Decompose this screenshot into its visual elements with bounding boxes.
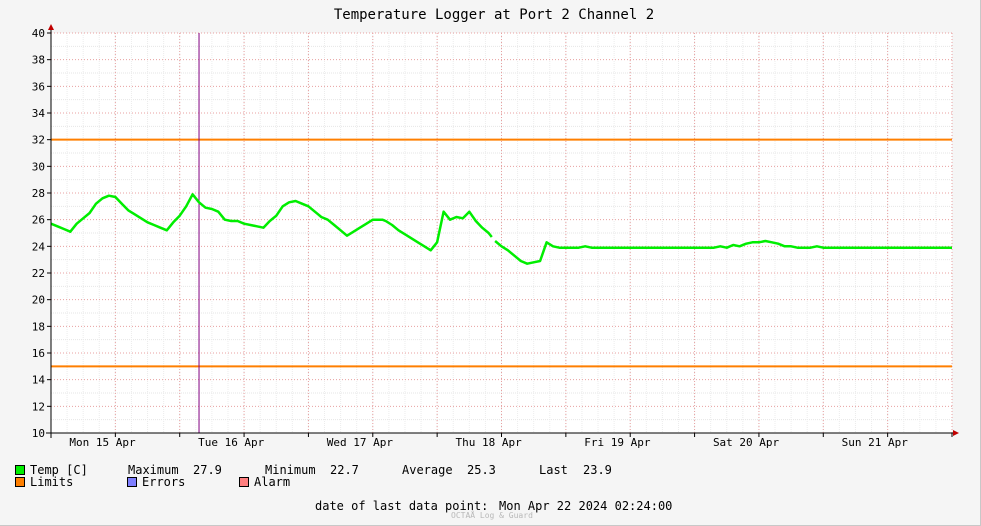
x-tick-label: Thu 18 Apr	[456, 436, 523, 449]
y-tick-label: 20	[32, 294, 45, 307]
y-axis-arrow	[48, 24, 54, 30]
y-tick-label: 14	[32, 374, 46, 387]
alarm-legend-swatch	[239, 477, 249, 487]
last-data-point-label: date of last data point:	[315, 499, 489, 513]
y-tick-label: 18	[32, 320, 45, 333]
series-group	[50, 193, 952, 265]
temp-legend-swatch	[15, 465, 25, 475]
y-tick-label: 26	[32, 214, 45, 227]
x-tick-label: Mon 15 Apr	[69, 436, 136, 449]
x-axis-arrow	[953, 430, 959, 436]
last-data-point-value: Mon Apr 22 2024 02:24:00	[499, 499, 673, 513]
x-tick-label: Tue 16 Apr	[198, 436, 265, 449]
last-value: 23.9	[583, 463, 612, 477]
axes	[46, 24, 959, 438]
y-tick-label: 12	[32, 400, 45, 413]
temp-series-line-2	[494, 239, 952, 265]
y-tick-label: 36	[32, 80, 45, 93]
minimum-value: 22.7	[330, 463, 359, 477]
x-tick-label: Wed 17 Apr	[327, 436, 394, 449]
y-tick-label: 34	[32, 107, 46, 120]
average-label: Average	[402, 463, 453, 477]
maximum-value: 27.9	[193, 463, 222, 477]
chart-title: Temperature Logger at Port 2 Channel 2	[334, 7, 654, 23]
last-label: Last	[539, 463, 568, 477]
temp-series-line-1	[50, 193, 493, 252]
limit-lines	[51, 138, 952, 368]
errors-legend-swatch	[127, 477, 137, 487]
y-tick-label: 28	[32, 187, 45, 200]
maximum-label: Maximum	[128, 463, 179, 477]
y-tick-label: 22	[32, 267, 45, 280]
x-tick-label: Sat 20 Apr	[713, 436, 780, 449]
y-tick-label: 38	[32, 54, 45, 67]
x-tick-label: Fri 19 Apr	[584, 436, 651, 449]
errors-legend-label: Errors	[142, 475, 186, 489]
x-axis-ticks: Mon 15 Apr Tue 16 Apr Wed 17 Apr Thu 18 Apr…	[50, 433, 953, 449]
minimum-label: Minimum	[265, 463, 316, 477]
limits-legend-swatch	[15, 477, 25, 487]
y-tick-label: 30	[32, 160, 45, 173]
y-tick-label: 10	[32, 427, 45, 440]
y-tick-label: 24	[32, 240, 46, 253]
alarm-legend-label: Alarm	[254, 475, 291, 489]
y-tick-label: 32	[32, 134, 45, 147]
limits-legend-label: Limits	[30, 475, 74, 489]
average-value: 25.3	[467, 463, 496, 477]
y-tick-label: 40	[32, 27, 45, 40]
y-axis-ticks: 10 12 14 16 18 20 22 24 26 28 30 32 34 36 38 40	[32, 27, 51, 440]
x-tick-label: Sun 21 Apr	[842, 436, 909, 449]
y-tick-label: 16	[32, 347, 45, 360]
temp-legend-label: Temp [C]	[30, 463, 88, 477]
watermark: OCTAÅ Log & Guard	[451, 511, 533, 520]
